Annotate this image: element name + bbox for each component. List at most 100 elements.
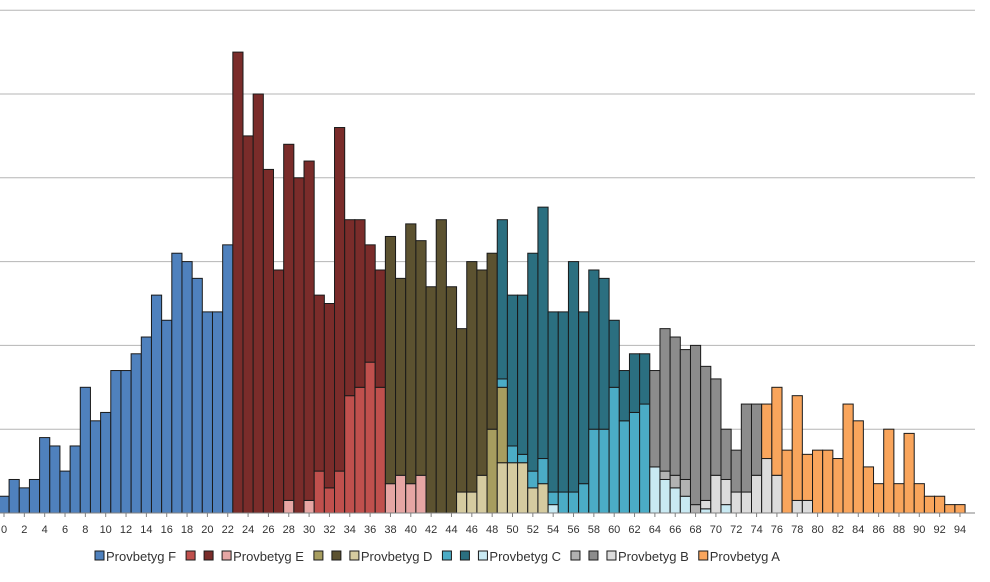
bar-segment bbox=[323, 303, 336, 489]
bar-segment bbox=[517, 462, 529, 514]
legend-label: Provbetyg F bbox=[106, 549, 176, 564]
bar-segment bbox=[547, 504, 559, 514]
bar-segment bbox=[476, 269, 488, 476]
bar-segment bbox=[893, 483, 905, 514]
x-tick-label: 4 bbox=[42, 524, 48, 536]
bar-segment bbox=[506, 294, 519, 447]
x-tick-label: 56 bbox=[567, 524, 579, 536]
bars bbox=[0, 51, 966, 514]
bar-segment bbox=[405, 483, 417, 514]
bar-segment bbox=[883, 428, 895, 514]
bar-segment bbox=[852, 420, 864, 514]
bar-segment bbox=[496, 378, 508, 388]
bar-segment bbox=[639, 403, 651, 514]
bar-segment bbox=[374, 269, 386, 388]
legend-swatch bbox=[221, 550, 232, 561]
bar-segment bbox=[720, 504, 732, 514]
bar-segment bbox=[506, 462, 519, 514]
x-tick-label: 38 bbox=[384, 524, 396, 536]
bar-segment bbox=[700, 508, 712, 514]
bar-segment bbox=[588, 269, 600, 430]
bar-segment bbox=[313, 470, 325, 514]
bar-segment bbox=[374, 386, 386, 514]
bar-segment bbox=[120, 370, 132, 514]
bar-segment bbox=[395, 277, 407, 476]
bar-segment bbox=[547, 311, 559, 493]
bar-segment bbox=[130, 353, 142, 514]
legend-swatch bbox=[698, 550, 709, 561]
x-tick-label: 32 bbox=[323, 524, 335, 536]
x-tick-label: 18 bbox=[181, 524, 193, 536]
bar-segment bbox=[771, 474, 783, 514]
bar-segment bbox=[873, 483, 885, 514]
bar-segment bbox=[628, 411, 641, 514]
bar-segment bbox=[832, 458, 844, 514]
bar-segment bbox=[913, 483, 925, 514]
bar-segment bbox=[364, 244, 376, 363]
bar-segment bbox=[689, 344, 702, 506]
bar-segment bbox=[659, 470, 671, 480]
bar-segment bbox=[313, 294, 325, 472]
x-tick-label: 22 bbox=[222, 524, 234, 536]
bar-segment bbox=[18, 487, 30, 514]
x-tick-label: 78 bbox=[791, 524, 803, 536]
bar-segment bbox=[537, 206, 549, 460]
bar-segment bbox=[750, 403, 763, 476]
bar-segment bbox=[39, 437, 51, 514]
bar-segment bbox=[466, 491, 478, 514]
bar-segment bbox=[740, 491, 752, 514]
bar-segment bbox=[89, 420, 102, 514]
bar-segment bbox=[59, 470, 71, 514]
bar-segment bbox=[588, 428, 600, 514]
bar-segment bbox=[761, 458, 773, 514]
bar-segment bbox=[354, 219, 366, 388]
bar-segment bbox=[659, 328, 671, 472]
bar-segment bbox=[598, 428, 610, 514]
bar-segment bbox=[171, 252, 183, 514]
legend-swatch bbox=[459, 550, 470, 561]
bar-segment bbox=[567, 261, 580, 493]
bar-segment bbox=[822, 449, 834, 514]
bar-segment bbox=[903, 432, 915, 514]
legend-swatch bbox=[570, 550, 581, 561]
bar-segment bbox=[842, 403, 854, 514]
legend-label: Provbetyg C bbox=[489, 549, 561, 564]
bar-segment bbox=[384, 235, 397, 485]
bar-segment bbox=[669, 487, 681, 514]
bar-segment bbox=[547, 491, 559, 506]
bar-segment bbox=[567, 491, 580, 514]
bar-segment bbox=[222, 244, 234, 514]
bar-segment bbox=[364, 361, 376, 514]
bar-segment bbox=[761, 403, 773, 460]
legend-swatch bbox=[94, 550, 105, 561]
bar-segment bbox=[944, 504, 956, 514]
bar-segment bbox=[496, 386, 508, 464]
bar-segment bbox=[283, 499, 295, 514]
bar-segment bbox=[720, 428, 732, 480]
bar-segment bbox=[639, 353, 651, 405]
bar-segment bbox=[517, 453, 529, 464]
bar-segment bbox=[496, 219, 508, 380]
x-tick-label: 58 bbox=[588, 524, 600, 536]
bar-segment bbox=[232, 51, 244, 514]
legend-swatch bbox=[185, 550, 196, 561]
bar-segment bbox=[689, 504, 702, 514]
bar-segment bbox=[710, 474, 722, 514]
bar-segment bbox=[750, 474, 763, 514]
bar-segment bbox=[710, 378, 722, 476]
bar-segment bbox=[425, 286, 437, 514]
x-tick-label: 62 bbox=[628, 524, 640, 536]
bar-segment bbox=[608, 386, 620, 514]
bar-segment bbox=[557, 311, 569, 493]
bar-segment bbox=[649, 370, 661, 468]
bar-segment bbox=[700, 365, 712, 501]
bar-segment bbox=[435, 219, 447, 514]
bar-segment bbox=[445, 286, 458, 514]
bar-segment bbox=[293, 177, 305, 514]
x-tick-label: 64 bbox=[649, 524, 661, 536]
x-tick-label: 74 bbox=[750, 524, 762, 536]
x-tick-label: 40 bbox=[405, 524, 417, 536]
x-tick-label: 0 bbox=[1, 524, 7, 536]
x-tick-label: 8 bbox=[82, 524, 88, 536]
x-tick-label: 60 bbox=[608, 524, 620, 536]
